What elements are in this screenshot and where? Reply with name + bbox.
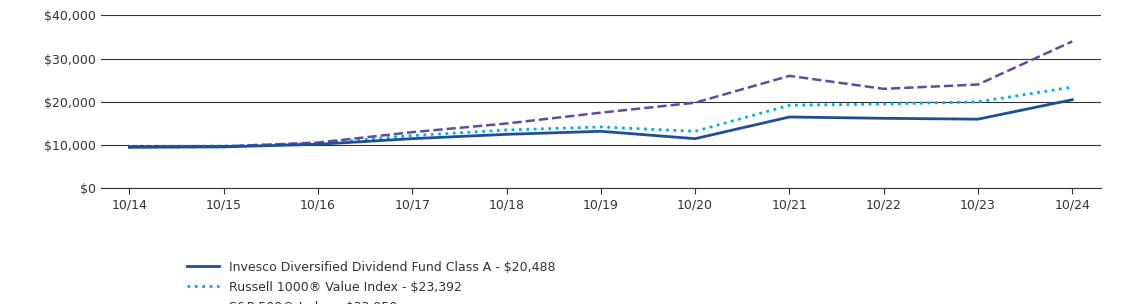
Legend: Invesco Diversified Dividend Fund Class A - $20,488, Russell 1000® Value Index -: Invesco Diversified Dividend Fund Class … bbox=[188, 261, 555, 304]
